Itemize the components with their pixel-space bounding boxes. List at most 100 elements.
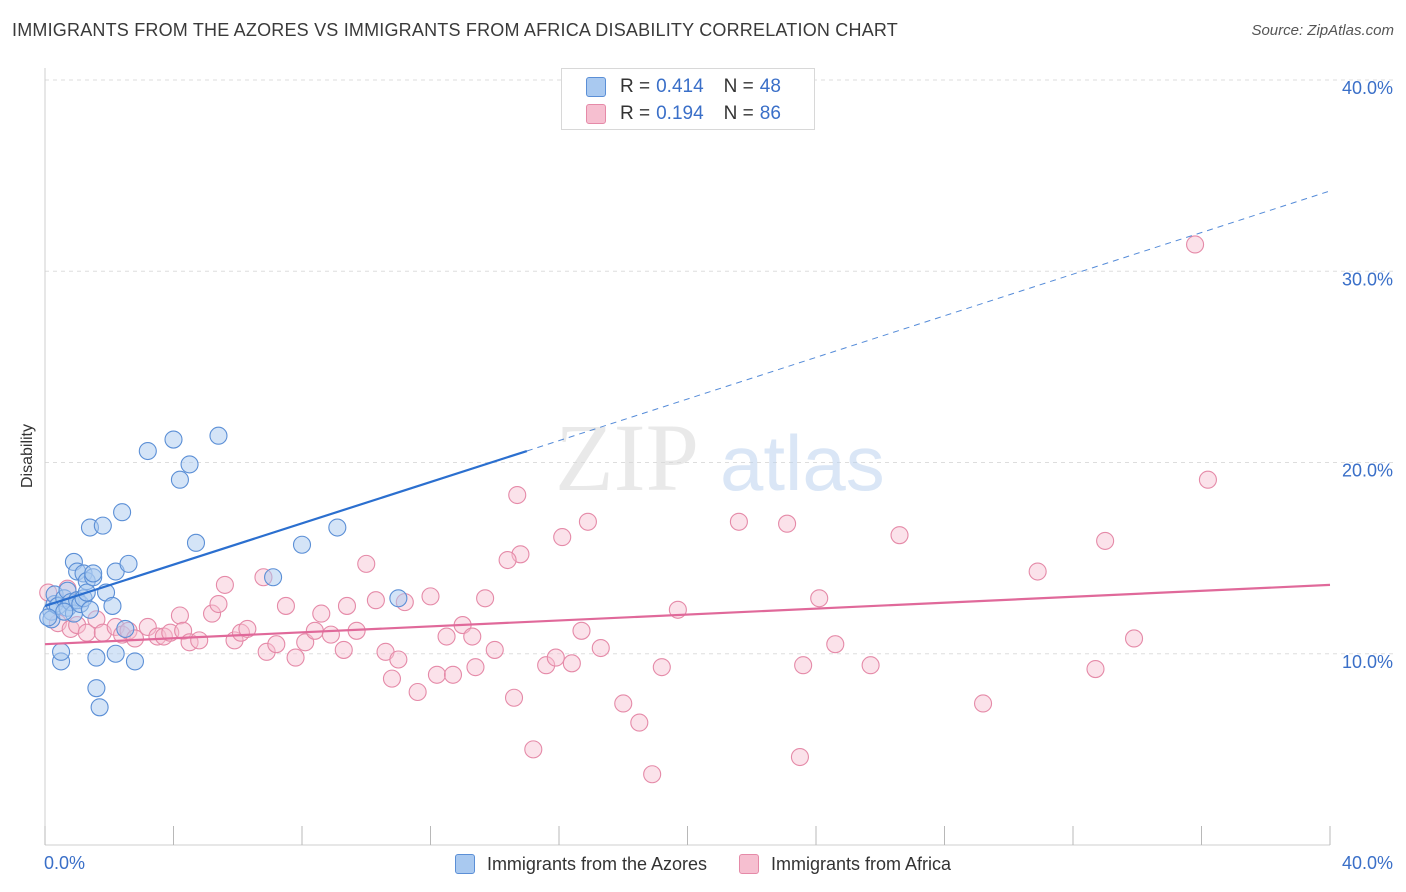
azores-legend-swatch (454, 854, 475, 874)
azores-point (164, 430, 183, 449)
azores-swatch (586, 77, 606, 97)
africa-point (427, 665, 446, 684)
azores-point (292, 535, 312, 554)
watermark-zip: ZIP (555, 404, 699, 511)
legend-label: Immigrants from Africa (771, 853, 952, 874)
africa-point (408, 682, 427, 702)
azores-point (103, 596, 122, 615)
series-legend: Immigrants from the Azores Immigrants fr… (0, 851, 1406, 877)
africa-point (1028, 562, 1047, 581)
africa-point (267, 635, 286, 654)
r-label: R = (620, 76, 651, 97)
africa-point (729, 512, 748, 531)
africa-point (321, 625, 340, 644)
africa-point (215, 575, 234, 594)
africa-point (524, 740, 543, 759)
africa-point (973, 694, 993, 713)
azores-point (186, 533, 206, 552)
africa-point (546, 648, 565, 667)
africa-point (643, 765, 662, 784)
africa-point (498, 550, 517, 570)
stats-legend: R = 0.414 N = 48 R = 0.194 N = 86 (561, 68, 815, 130)
africa-point (826, 635, 845, 654)
africa-point (861, 656, 880, 675)
africa-point (790, 747, 809, 767)
source-note: Source: ZipAtlas.com (1251, 22, 1394, 39)
africa-point (209, 594, 228, 614)
africa-point (334, 640, 353, 659)
y-tick-label: 30.0% (1342, 269, 1393, 289)
africa-point (257, 642, 276, 661)
azores-point (55, 602, 74, 621)
azores-points (39, 426, 408, 717)
africa-point (794, 656, 813, 675)
x-tick-label: 40.0% (1342, 853, 1393, 873)
africa-point (810, 589, 829, 608)
grid-lines (45, 79, 1395, 655)
africa-point (357, 554, 376, 573)
africa-point (138, 617, 157, 637)
africa-point (466, 658, 485, 677)
y-tick-label: 20.0% (1342, 461, 1393, 481)
azores-point (90, 698, 109, 717)
africa-point (174, 621, 193, 640)
africa-point (578, 512, 597, 531)
y-axis-label: Disability (19, 423, 36, 489)
africa-legend-swatch (739, 854, 760, 874)
azores-point (116, 619, 135, 638)
africa-point (537, 656, 556, 675)
n-value: 48 (759, 76, 781, 97)
africa-point (463, 627, 482, 646)
watermark-atlas: atlas (720, 419, 885, 507)
africa-point (443, 665, 463, 684)
azores-point (87, 648, 106, 667)
tick-labels: 10.0% 20.0% 30.0% 40.0% 0.0% 40.0% (44, 78, 1393, 873)
africa-point (389, 650, 408, 669)
azores-point (84, 564, 103, 583)
azores-point (138, 441, 157, 461)
stats-row-africa: R = 0.194 N = 86 (586, 101, 781, 127)
africa-point (652, 658, 671, 677)
africa-point (1086, 659, 1105, 679)
africa-point (276, 596, 295, 615)
africa-point (572, 621, 591, 640)
trend-lines (44, 190, 1331, 646)
legend-item-africa[interactable]: Immigrants from Africa (739, 854, 951, 875)
africa-point (476, 589, 495, 608)
chart-title: IMMIGRANTS FROM THE AZORES VS IMMIGRANTS… (12, 20, 898, 40)
azores-point (93, 516, 112, 535)
africa-point (312, 604, 331, 623)
azores-point (80, 600, 100, 619)
stats-row-azores: R = 0.414 N = 48 (586, 74, 781, 100)
x-tick-label: 0.0% (44, 853, 85, 873)
y-tick-label: 40.0% (1342, 78, 1393, 98)
africa-point (337, 596, 357, 615)
azores-point (87, 679, 106, 698)
africa-point (504, 688, 524, 707)
n-label: N = (723, 76, 754, 97)
azores-point (125, 652, 144, 671)
africa-point (421, 587, 440, 606)
africa-point (382, 669, 402, 688)
r-value: 0.414 (656, 76, 704, 97)
azores-trend-extension (526, 190, 1331, 452)
africa-point (238, 619, 257, 638)
africa-point (485, 640, 504, 659)
azores-point (170, 470, 189, 489)
azores-point (52, 642, 71, 661)
africa-point (591, 638, 610, 658)
azores-point (209, 426, 228, 445)
africa-point (890, 526, 909, 545)
legend-item-azores[interactable]: Immigrants from the Azores (454, 853, 708, 875)
africa-point (562, 654, 581, 673)
azores-point (39, 608, 58, 627)
africa-point (553, 528, 572, 547)
africa-point (203, 604, 222, 623)
azores-point (113, 503, 132, 522)
azores-point (119, 554, 138, 573)
legend-label: Immigrants from the Azores (486, 853, 708, 874)
n-label: N = (723, 103, 754, 124)
africa-point (366, 591, 385, 610)
africa-point (508, 485, 527, 505)
azores-trend-line (44, 449, 528, 607)
